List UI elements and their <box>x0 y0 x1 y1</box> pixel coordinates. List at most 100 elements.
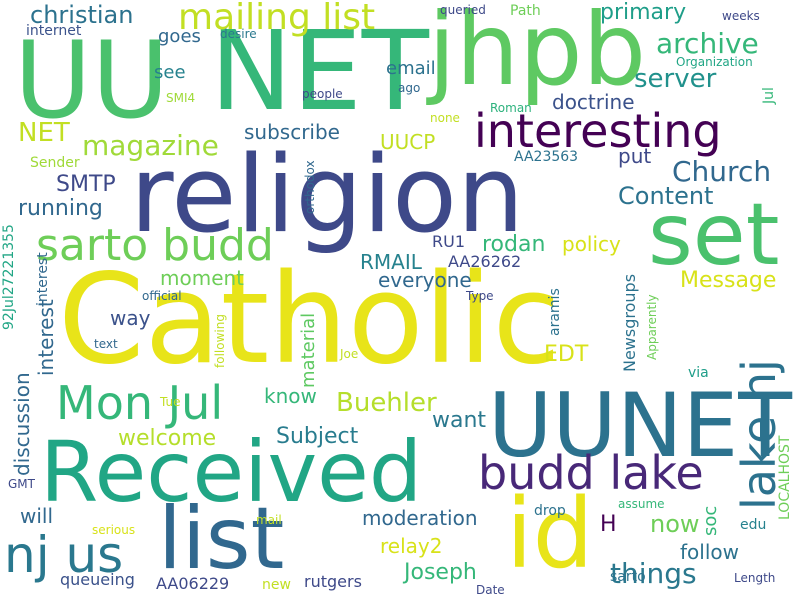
word-sender: Sender <box>30 155 80 171</box>
word-soc: soc <box>700 505 721 536</box>
word-type: Type <box>466 289 494 303</box>
word-joe: Joe <box>340 347 359 361</box>
word-buehler: Buehler <box>336 388 437 418</box>
word-uucp: UUCP <box>380 130 436 154</box>
word-archive: archive <box>656 27 759 60</box>
word-ru1: RU1 <box>432 232 466 251</box>
word-uunet: UUNET <box>488 374 793 477</box>
word-nj-us: nj us <box>4 526 124 584</box>
word-follow: follow <box>680 540 739 564</box>
word-moment: moment <box>160 266 245 290</box>
word-interest: interest <box>34 299 58 376</box>
word-policy: policy <box>562 232 621 256</box>
word-aa26262: AA26262 <box>448 252 522 271</box>
word-received: Received <box>40 423 423 521</box>
word-edu: edu <box>740 517 767 533</box>
word-rodan: rodan <box>482 232 546 257</box>
word-see: see <box>154 62 186 83</box>
word-magazine: magazine <box>82 129 219 162</box>
word-weeks: weeks <box>722 9 760 23</box>
word-assume: assume <box>618 497 665 511</box>
word-queueing: queueing <box>60 570 135 589</box>
word-none: none <box>430 111 460 125</box>
word-everyone: everyone <box>378 268 472 292</box>
word-date: Date <box>476 583 505 597</box>
word-rmail: RMAIL <box>360 250 422 274</box>
word-now: now <box>650 510 700 538</box>
word-organization: Organization <box>676 55 753 69</box>
word-internet-vertical: interest <box>35 252 51 306</box>
word-put: put <box>618 144 652 168</box>
word-desire: desire <box>220 27 257 41</box>
word-h: H <box>600 512 617 537</box>
word-newsgroups: Newsgroups <box>620 273 639 372</box>
word-catholic: Catholic <box>58 248 561 392</box>
word-church: Church <box>672 155 772 188</box>
word-way: way <box>110 306 151 330</box>
word-running: running <box>18 196 103 221</box>
word-goes: goes <box>158 26 201 47</box>
word-jul: Jul <box>761 87 777 104</box>
word-christian: christian <box>30 1 134 29</box>
word-following: following <box>213 314 227 368</box>
word-things: things <box>610 557 697 590</box>
word-path: Path <box>510 3 541 19</box>
word-apparently: Apparently <box>645 294 659 360</box>
word-smi4: SMI4 <box>166 91 196 105</box>
word-mail: mail <box>256 513 282 527</box>
word-rutgers: rutgers <box>304 572 362 591</box>
word-content: Content <box>618 182 714 210</box>
word-roman: Roman <box>490 101 532 115</box>
word-uu: UU <box>14 19 170 142</box>
word-budd-lake: budd lake <box>478 446 704 500</box>
word-text: text <box>94 337 118 351</box>
word-material: material <box>298 312 319 388</box>
word-gmt: GMT <box>8 477 35 491</box>
word-internet-top: internet <box>26 23 82 39</box>
word-people: people <box>302 87 343 101</box>
word-edt: EDT <box>544 342 589 367</box>
word-discussion: discussion <box>10 372 34 476</box>
word-religion: religion <box>130 133 525 256</box>
word-lake-nj: lake nj <box>732 359 786 510</box>
word-moderation: moderation <box>362 506 478 530</box>
word-welcome: welcome <box>118 426 217 451</box>
word-subject: Subject <box>276 424 359 449</box>
word-queried: queried <box>440 3 486 17</box>
word-net-large: NET <box>210 7 429 135</box>
word-will: will <box>20 504 54 528</box>
word-set: set <box>648 185 780 285</box>
word-mailing-list: mailing list <box>178 0 376 38</box>
word-ago: ago <box>398 81 421 95</box>
word-relay2: relay2 <box>380 534 443 558</box>
word-localhost: LOCALHOST <box>777 435 793 520</box>
word-via: via <box>688 365 709 381</box>
word-server: server <box>634 64 717 94</box>
word-length: Length <box>734 571 776 585</box>
word-92jul27221355: 92Jul27221355 <box>1 224 17 330</box>
word-official: official <box>142 289 182 303</box>
word-drop: drop <box>534 503 566 519</box>
word-know: know <box>264 384 317 408</box>
word-interesting: interesting <box>474 104 722 158</box>
word-message: Message <box>680 268 777 293</box>
word-primary: primary <box>600 0 687 25</box>
word-doctrine: doctrine <box>552 90 635 114</box>
word-subscribe: subscribe <box>244 120 340 144</box>
word-smtp: SMTP <box>56 172 116 197</box>
word-net-small: NET <box>18 118 70 148</box>
word-new: new <box>262 577 291 593</box>
word-serious: serious <box>92 523 136 537</box>
word-aa23563: AA23563 <box>514 149 579 165</box>
word-orthodox: orthodox <box>303 160 317 214</box>
word-jhpb: jhpb <box>428 0 647 108</box>
word-aramis: aramis <box>547 288 563 336</box>
word-list: list <box>158 489 285 589</box>
word-aa06229: AA06229 <box>156 574 230 593</box>
word-sarto-budd: sarto budd <box>36 220 274 271</box>
word-want: want <box>432 408 487 433</box>
word-tue: Tue <box>160 395 181 409</box>
word-sarto-small: sarto <box>610 569 646 585</box>
word-mon-jul: Mon Jul <box>56 376 224 430</box>
